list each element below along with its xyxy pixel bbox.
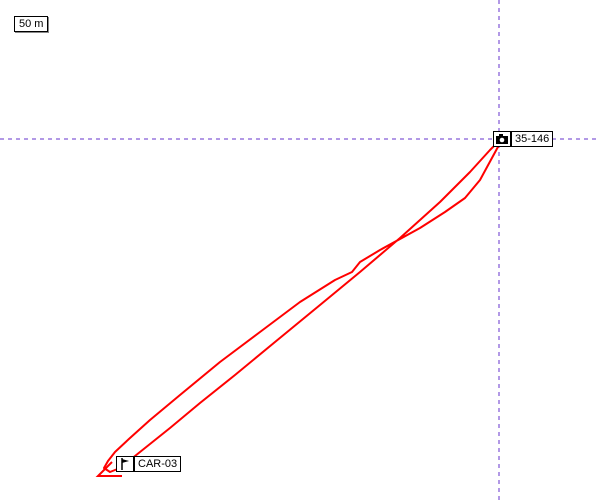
marker-car-label: CAR-03 <box>134 456 181 472</box>
marker-car[interactable] <box>116 456 134 472</box>
marker-camera-label-text: 35-146 <box>515 133 549 145</box>
overlay-svg <box>0 0 600 500</box>
marker-car-label-text: CAR-03 <box>138 458 177 470</box>
marker-camera[interactable] <box>493 131 511 147</box>
gps-track <box>104 139 499 472</box>
camera-icon <box>496 134 508 144</box>
scale-indicator: 50 m <box>14 16 48 32</box>
map-canvas[interactable]: { "canvas": { "width": 600, "height": 50… <box>0 0 600 500</box>
scale-label: 50 m <box>19 18 43 30</box>
flag-icon <box>120 458 130 470</box>
marker-camera-label: 35-146 <box>511 131 553 147</box>
